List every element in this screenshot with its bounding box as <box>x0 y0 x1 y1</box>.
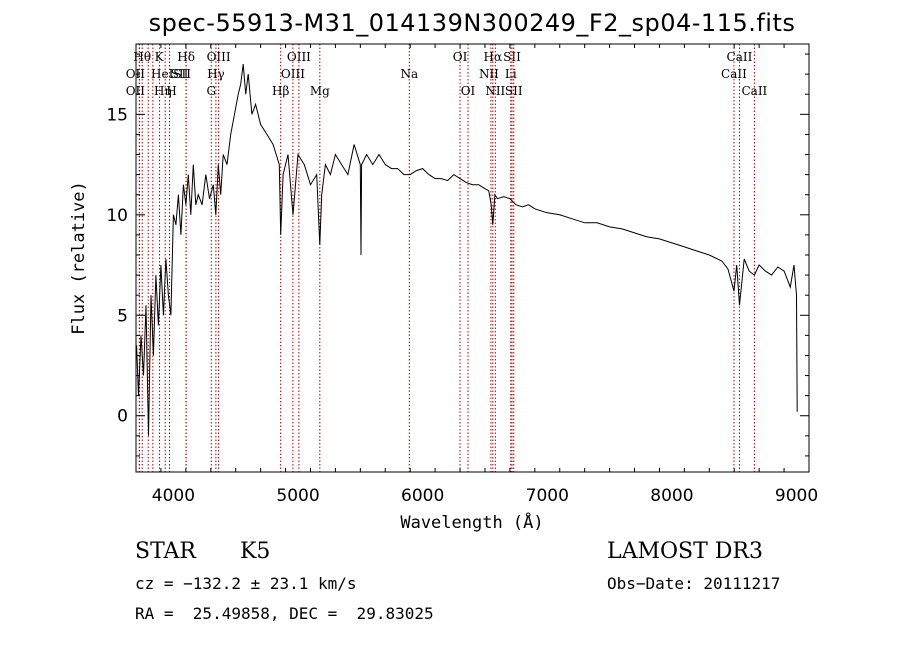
x-tick-label: 8000 <box>650 486 693 506</box>
survey-name: LAMOST DR3 <box>607 539 763 564</box>
emission-line-markers: Hθ OII OII HeI HηH K SII Hδ SII G Hγ OIII Hβ OIII OIII… <box>126 44 768 472</box>
spectrum-line <box>136 64 798 436</box>
observation-date: Obs−Date: 20111217 <box>607 574 781 593</box>
line-label: CaII <box>727 50 753 64</box>
line-label: NII <box>485 84 505 98</box>
object-class: STAR <box>135 539 196 564</box>
line-label: Hγ <box>207 67 225 81</box>
x-tick-label: 4000 <box>152 486 195 506</box>
line-label: OIII <box>287 50 311 64</box>
line-label: OII <box>126 84 146 98</box>
line-label: SII <box>503 50 521 64</box>
line-label: NII <box>479 67 499 81</box>
x-tick-label: 9000 <box>775 486 818 506</box>
line-label: Na <box>400 67 418 81</box>
line-label: Hα <box>484 50 503 64</box>
redshift-velocity: cz = −132.2 ± 23.1 km/s <box>135 574 357 593</box>
line-label: OI <box>461 84 476 98</box>
y-axis: 0 5 10 15 <box>106 53 809 457</box>
line-label: Hθ <box>133 50 151 64</box>
x-tick-label: 6000 <box>401 486 444 506</box>
x-axis-label: Wavelength (Å) <box>400 511 543 533</box>
line-label: Mg <box>310 84 330 98</box>
spectrum-chart: spec-55913-M31_014139N300249_F2_sp04-115… <box>69 9 818 533</box>
x-axis: 4000 5000 6000 7000 8000 9000 <box>135 44 818 506</box>
line-label: SII <box>505 84 523 98</box>
y-tick-label: 5 <box>117 306 128 326</box>
line-label: HeI <box>151 67 174 81</box>
line-label: Li <box>505 67 517 81</box>
line-label: G <box>206 84 216 98</box>
line-label: Hη <box>154 84 172 98</box>
line-label: K <box>155 50 165 64</box>
line-label: CaII <box>721 67 747 81</box>
y-axis-label: Flux (relative) <box>69 181 89 335</box>
x-tick-label: 7000 <box>526 486 569 506</box>
line-label: Hδ <box>177 50 195 64</box>
y-tick-label: 0 <box>117 407 128 427</box>
line-label: H <box>166 84 176 98</box>
sky-coordinates: RA = 25.49858, DEC = 29.83025 <box>135 604 434 623</box>
y-tick-label: 15 <box>106 105 128 125</box>
line-label: Hβ <box>272 84 289 98</box>
y-tick-label: 10 <box>106 206 128 226</box>
line-label: OII <box>126 67 146 81</box>
line-label: OIII <box>281 67 305 81</box>
line-label: OI <box>453 50 468 64</box>
line-label: CaII <box>741 84 767 98</box>
line-label: OIII <box>207 50 231 64</box>
line-label: SII <box>171 67 189 81</box>
plot-frame <box>135 43 810 473</box>
object-subclass: K5 <box>240 539 271 564</box>
x-tick-label: 5000 <box>276 486 319 506</box>
line-label: SII <box>173 67 191 81</box>
chart-title: spec-55913-M31_014139N300249_F2_sp04-115… <box>149 9 796 37</box>
